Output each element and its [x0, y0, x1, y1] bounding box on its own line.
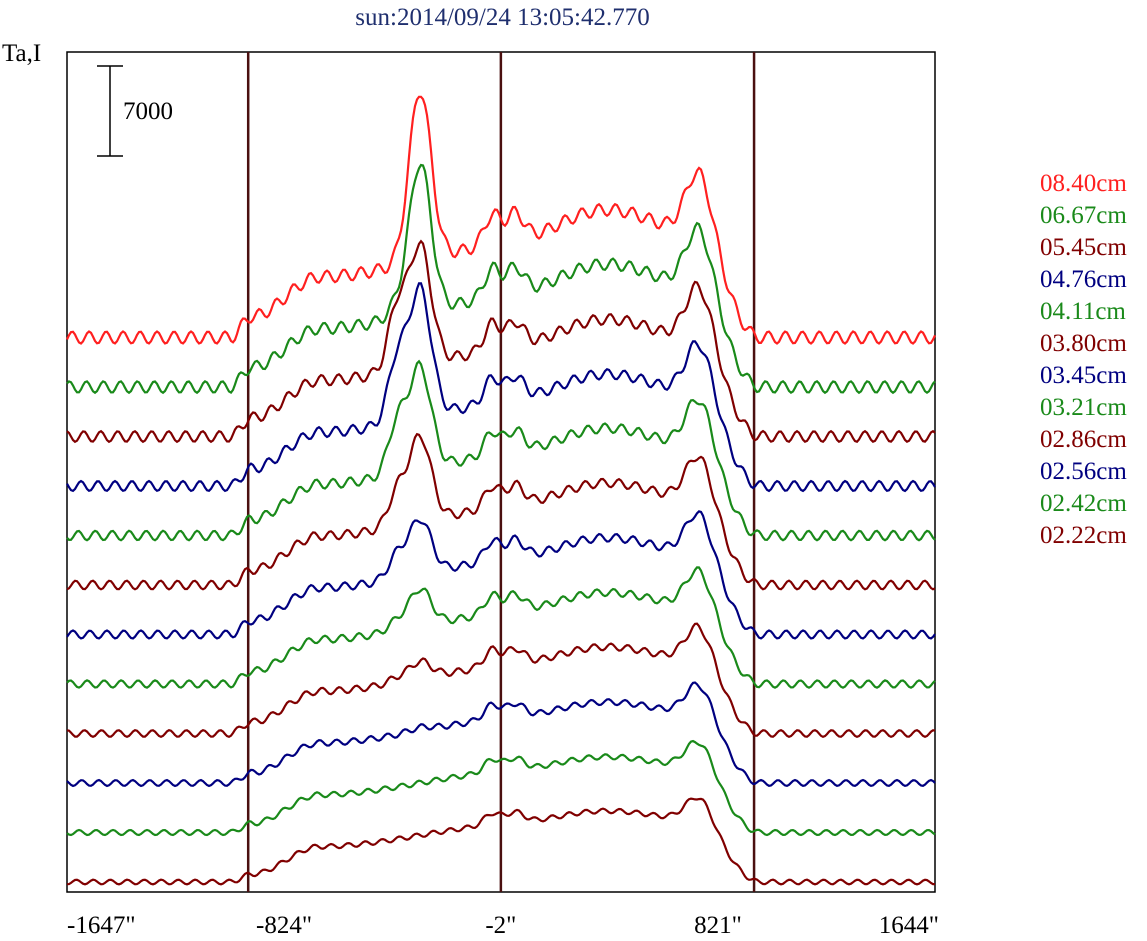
scale-bar: 7000: [97, 65, 173, 157]
x-tick-label: -824": [256, 912, 312, 939]
series-line-03.45cm: [66, 510, 936, 640]
scale-bar-label: 7000: [123, 98, 173, 125]
chart-title: sun:2014/09/24 13:05:42.770: [355, 4, 650, 31]
series-line-03.21cm: [66, 566, 936, 689]
legend-item: 08.40cm: [1040, 170, 1127, 197]
series-line-08.40cm: [66, 95, 936, 345]
legend-item: 02.56cm: [1040, 458, 1127, 485]
legend-item: 02.22cm: [1040, 522, 1127, 549]
x-axis-ticks: -1647" -824" -2" 821" 1644": [67, 912, 939, 939]
series-line-04.11cm: [66, 359, 936, 542]
series-group: [66, 95, 936, 886]
x-tick-label: 821": [694, 912, 742, 939]
legend-item: 06.67cm: [1040, 202, 1127, 229]
y-axis-label: Ta,I: [2, 40, 42, 67]
legend-item: 03.45cm: [1040, 362, 1127, 389]
legend-item: 04.76cm: [1040, 266, 1127, 293]
series-line-04.76cm: [66, 282, 936, 493]
legend-item: 02.42cm: [1040, 490, 1127, 517]
series-line-06.67cm: [66, 163, 936, 395]
series-line-05.45cm: [66, 239, 936, 444]
legend-item: 03.80cm: [1040, 330, 1127, 357]
legend-item: 03.21cm: [1040, 394, 1127, 421]
series-line-03.80cm: [66, 432, 936, 591]
x-tick-label: -1647": [67, 912, 136, 939]
x-tick-label: 1644": [879, 912, 939, 939]
series-line-02.42cm: [66, 739, 936, 837]
legend: 08.40cm 06.67cm 05.45cm 04.76cm 04.11cm 03.80…: [1040, 168, 1127, 552]
vertical-markers: [246, 52, 756, 892]
series-line-02.86cm: [66, 622, 936, 739]
legend-item: 02.86cm: [1040, 426, 1127, 453]
series-line-02.56cm: [66, 681, 936, 788]
series-line-02.22cm: [66, 797, 935, 886]
legend-item: 05.45cm: [1040, 234, 1127, 261]
x-tick-label: -2": [485, 912, 516, 939]
legend-item: 04.11cm: [1040, 298, 1126, 325]
